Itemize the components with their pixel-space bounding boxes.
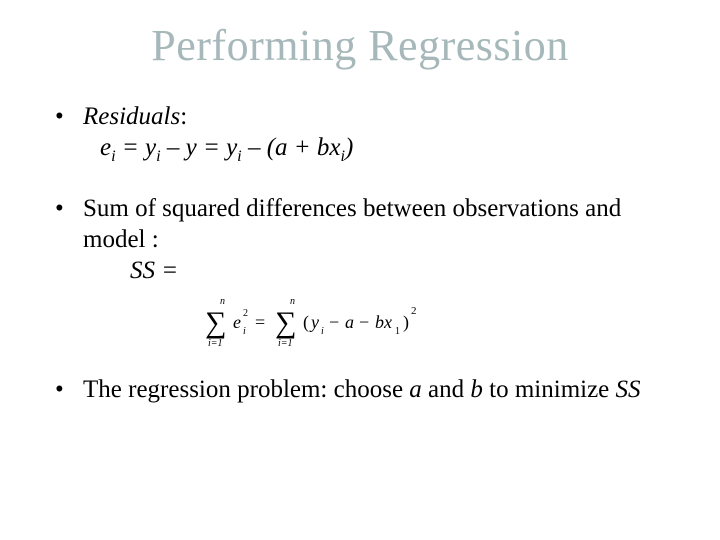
svg-text:−: − [329,312,339,332]
bullet-dot-icon: • [55,101,83,132]
svg-text:a: a [345,312,354,332]
regression-problem-text: The regression problem: choose a and b t… [83,374,665,405]
svg-text:=: = [255,312,265,332]
eq-part-3: – y = y [161,134,238,161]
eq-e: e [100,134,111,161]
b3-pre: The regression problem: choose [83,376,409,403]
residuals-word: Residuals [83,103,180,130]
svg-text:∑: ∑ [205,306,226,339]
eq-part-4: – (a + bx [242,134,341,161]
svg-text:i: i [321,326,324,337]
bullet-line-2: • Sum of squared differences between obs… [55,193,665,256]
b3-and: and [422,376,471,403]
residuals-equation: ei = yi – y = yi – (a + bxi) [100,132,665,166]
ss-equals: SS = [130,255,665,286]
svg-text:i: i [243,326,246,337]
b3-b: b [470,376,483,403]
svg-text:2: 2 [243,308,248,319]
svg-text:1: 1 [395,326,400,337]
ssq-text: Sum of squared differences between obser… [83,193,665,256]
page-title: Performing Regression [55,20,665,71]
svg-text:): ) [403,312,409,333]
b3-post: to minimize [483,376,616,403]
svg-text:bx: bx [375,312,392,332]
ss-label: SS = [130,257,178,284]
svg-text:2: 2 [411,305,417,317]
content-area: • Residuals: ei = yi – y = yi – (a + bxi… [55,101,665,406]
svg-text:(: ( [303,312,309,333]
svg-text:e: e [233,312,241,332]
eq-part-2: = y [116,134,156,161]
residuals-label: Residuals: [83,101,665,132]
bullet-dot-icon: • [55,374,83,405]
bullet-ssq: • Sum of squared differences between obs… [55,193,665,349]
svg-text:∑: ∑ [275,306,296,339]
slide: Performing Regression • Residuals: ei = … [0,0,720,540]
summation-formula-icon: n ∑ i=1 e 2 i = n ∑ i=1 ( y i − a − bx 1… [205,292,465,348]
bullet-line-3: • The regression problem: choose a and b… [55,374,665,405]
b3-ss: SS [616,376,641,403]
svg-text:i=1: i=1 [278,338,293,348]
bullet-regression-problem: • The regression problem: choose a and b… [55,374,665,405]
bullet-line-1: • Residuals: [55,101,665,132]
bullet-residuals: • Residuals: ei = yi – y = yi – (a + bxi… [55,101,665,167]
eq-part-5: ) [345,134,353,161]
bullet-dot-icon: • [55,193,83,224]
svg-text:y: y [309,312,319,332]
b3-a: a [409,376,422,403]
svg-text:−: − [359,312,369,332]
svg-text:i=1: i=1 [208,338,223,348]
